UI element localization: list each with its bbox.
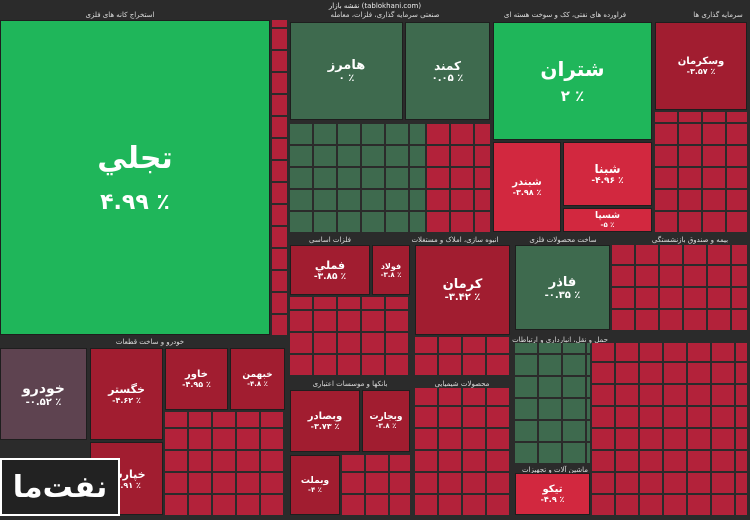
tile-text: شبنا: [594, 162, 621, 176]
sector-label: ساخت محصولات فلزی: [529, 236, 597, 244]
tile: تجلي ۴.۹۹ ٪: [0, 20, 270, 335]
sector-label: صنعتی سرمایه گذاری، فلزات، معامله: [330, 11, 440, 19]
tile-text: هامرز: [327, 58, 366, 73]
sector-label: استخراج کانه های فلزی: [85, 11, 155, 19]
tile-text: خودرو: [22, 380, 65, 397]
tile: تیکو -۴.۹ ٪: [515, 473, 590, 515]
tile-text: شسپا: [594, 211, 621, 221]
tile-text: -۰.۵۲ ٪: [25, 396, 62, 408]
tile-text: ۰.۰۵ ٪: [431, 72, 464, 84]
tile: وسکرمان -۳.۵۷ ٪: [655, 22, 747, 110]
tile: خگستر -۴.۶۲ ٪: [90, 348, 163, 440]
filler: [415, 337, 510, 375]
filler: [655, 112, 747, 232]
sector-label: حمل و نقل، انبارداری و ارتباطات: [512, 336, 608, 344]
tile-text: -۳.۹۸ ٪: [512, 188, 542, 197]
filler: [342, 455, 410, 515]
tile-text: فولاد: [380, 261, 402, 271]
tile-text: -۴.۹۵ ٪: [182, 380, 211, 389]
sector-label: خودرو و ساخت قطعات: [115, 338, 185, 346]
tile-text: ۲ ٪: [560, 87, 585, 105]
tile-text: تیکو: [542, 484, 563, 495]
tile: شبنا -۴.۹۶ ٪: [563, 142, 652, 206]
tile: شتران ۲ ٪: [493, 22, 652, 140]
tile-text: ۰ ٪: [338, 73, 355, 84]
header: نقشه بازار (tablokhani.com): [328, 2, 422, 10]
tile-text: وسکرمان: [677, 56, 725, 67]
tile: فولاد -۳.۸ ٪: [372, 245, 410, 295]
tile-text: -۴.۹ ٪: [540, 495, 565, 504]
tile-text: -۴.۹۶ ٪: [591, 176, 624, 186]
tile: فملي -۳.۸۵ ٪: [290, 245, 370, 295]
tile: خودرو -۰.۵۲ ٪: [0, 348, 87, 440]
tile-text: -۴ ٪: [308, 486, 322, 494]
tile: خبهمن -۴.۸ ٪: [230, 348, 285, 410]
sector-label: انبوه سازی، املاک و مستغلات: [411, 236, 499, 244]
tile-text: خاور: [185, 369, 208, 380]
tile: وبجارت -۳.۸ ٪: [362, 390, 410, 452]
tile-text: شتران: [540, 57, 605, 81]
filler: [427, 122, 490, 232]
tile-text: -۳.۷۳ ٪: [310, 422, 340, 431]
tile-text: تجلي: [97, 140, 173, 176]
tile-text: -۳.۸ ٪: [375, 422, 397, 430]
tile-text: کمند: [434, 58, 461, 73]
filler: [290, 122, 425, 232]
tile: شبندر -۳.۹۸ ٪: [493, 142, 561, 232]
sector-label: بیمه و صندوق بازنشستگی: [651, 236, 729, 244]
filler: [515, 343, 590, 463]
sector-label: فلزات اساسی: [309, 236, 351, 244]
filler: [272, 20, 287, 335]
tile-text: کرمان: [442, 277, 483, 292]
watermark: نفت‌ما: [0, 458, 120, 516]
tile-text: -۴.۶۲ ٪: [112, 396, 141, 405]
sector-label: بانکها و موسسات اعتباری: [312, 380, 388, 388]
tile-text: -۳.۵۷ ٪: [686, 67, 716, 76]
tile: شسپا -۵ ٪: [563, 208, 652, 232]
tile-text: -۵ ٪: [600, 221, 615, 229]
tile: هامرز ۰ ٪: [290, 22, 403, 120]
tile-text: خبهمن: [242, 370, 273, 380]
tile-text: -۴.۹۱ ٪: [112, 480, 141, 490]
filler: [612, 245, 747, 330]
tile-text: -۳.۸ ٪: [380, 270, 402, 279]
tile: فاذر -۰.۳۵ ٪: [515, 245, 610, 330]
sector-label: سرمایه گذاری ها: [693, 11, 743, 19]
tile: کرمان -۳.۴۲ ٪: [415, 245, 510, 335]
tile-text: وبملت: [300, 476, 330, 486]
tile-text: -۳.۴۲ ٪: [444, 292, 481, 303]
tile-text: خگستر: [108, 383, 145, 396]
tile-text: وبجارت: [369, 412, 403, 422]
tile-text: شبندر: [512, 177, 542, 188]
tile-text: ۴.۹۹ ٪: [100, 189, 170, 215]
filler: [415, 388, 510, 515]
sector-label: فراورده های نفتی، کک و سوخت هسته ای: [503, 11, 627, 19]
tile-text: فاذر: [548, 274, 577, 290]
tile: خاور -۴.۹۵ ٪: [165, 348, 228, 410]
tile-text: فملي: [314, 258, 346, 272]
tile: وبصادر -۳.۷۳ ٪: [290, 390, 360, 452]
sector-label: محصولات شیمیایی: [434, 380, 490, 388]
tile-text: -۰.۳۵ ٪: [544, 289, 581, 301]
filler: [165, 412, 285, 515]
sector-label: ماشین آلات و تجهیزات: [522, 466, 588, 474]
filler: [592, 343, 747, 515]
filler: [290, 297, 410, 375]
tile: کمند ۰.۰۵ ٪: [405, 22, 490, 120]
tile: وبملت -۴ ٪: [290, 455, 340, 515]
tile-text: -۳.۸۵ ٪: [313, 271, 347, 282]
tile-text: -۴.۸ ٪: [247, 380, 268, 388]
tile-text: وبصادر: [307, 411, 343, 422]
